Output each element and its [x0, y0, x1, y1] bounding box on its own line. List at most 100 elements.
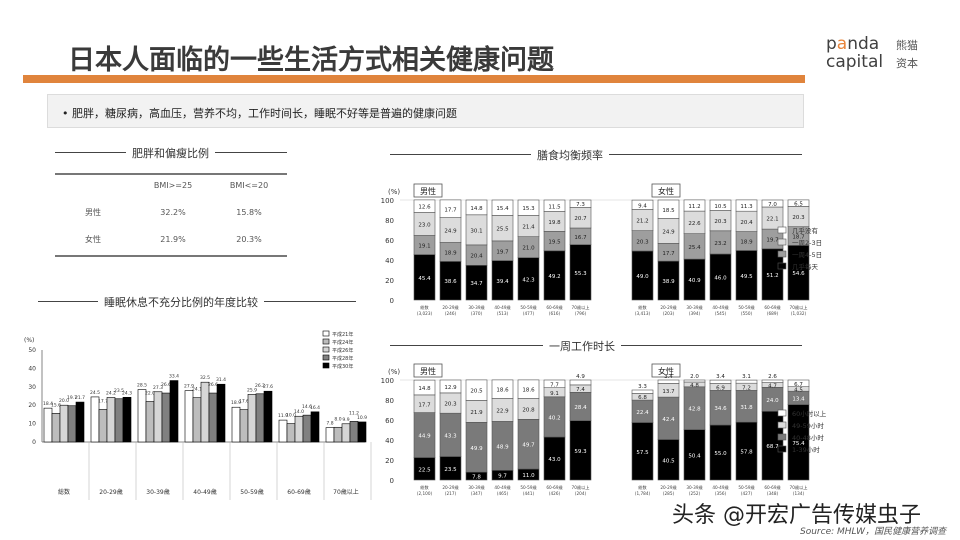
svg-text:(3,413): (3,413) [635, 311, 651, 316]
bar [51, 412, 61, 443]
svg-text:60-69歳: 60-69歳 [546, 304, 563, 310]
svg-text:18.5: 18.5 [662, 208, 675, 214]
bmi25-value: 21.9% [160, 235, 186, 244]
row-label: 女性 [85, 235, 101, 244]
svg-text:49.5: 49.5 [740, 274, 753, 280]
svg-text:20.3: 20.3 [636, 239, 649, 245]
bar [208, 392, 218, 443]
svg-text:59.3: 59.3 [574, 449, 587, 455]
svg-text:19.7: 19.7 [766, 237, 779, 243]
svg-text:42.4: 42.4 [662, 417, 675, 423]
bar-segment [439, 199, 462, 218]
svg-text:11.3: 11.3 [740, 204, 753, 210]
svg-text:4.5: 4.5 [794, 387, 803, 393]
svg-text:10.0: 10.0 [286, 413, 296, 419]
bar [231, 406, 241, 443]
svg-text:(477): (477) [523, 311, 535, 316]
svg-text:24.0: 24.0 [766, 398, 779, 404]
svg-text:17.6: 17.6 [239, 399, 249, 405]
sleep-bar-chart: (%) 0 10 20 30 40 50 18.415.620.019.721.7 総数 24.5… [24, 330, 372, 500]
svg-text:24.2: 24.2 [106, 390, 116, 396]
bar [184, 390, 194, 443]
svg-text:60小时以上: 60小时以上 [792, 409, 827, 418]
svg-text:19.8: 19.8 [548, 220, 561, 226]
svg-text:51.2: 51.2 [766, 273, 778, 279]
bar [349, 421, 359, 443]
svg-text:(1,784): (1,784) [635, 491, 651, 496]
svg-text:(348): (348) [767, 491, 779, 496]
svg-text:20-29歳: 20-29歳 [442, 304, 459, 310]
svg-text:24.9: 24.9 [444, 229, 457, 235]
svg-text:21.7: 21.7 [75, 395, 85, 401]
svg-text:(%): (%) [388, 188, 400, 196]
svg-text:21.0: 21.0 [522, 246, 535, 252]
company-logo: panda 熊猫 capital 资本 [826, 36, 918, 72]
svg-text:60-69歳: 60-69歳 [287, 488, 310, 496]
table-bottom-rule [55, 255, 287, 257]
svg-text:60: 60 [385, 237, 394, 245]
svg-text:20.8: 20.8 [522, 407, 535, 413]
svg-text:60-69歳: 60-69歳 [764, 304, 781, 310]
svg-text:57.5: 57.5 [636, 450, 649, 456]
table-row: 女性 21.9% 20.3% [55, 226, 287, 253]
svg-text:(1,032): (1,032) [791, 311, 807, 316]
svg-text:19.5: 19.5 [548, 240, 561, 246]
svg-text:13.4: 13.4 [792, 396, 805, 402]
svg-text:17.7: 17.7 [444, 207, 457, 213]
bar-segment [631, 389, 654, 394]
svg-text:21.2: 21.2 [636, 219, 648, 225]
bar [161, 392, 171, 443]
bar-segment [657, 199, 680, 219]
svg-text:30.1: 30.1 [470, 228, 482, 234]
svg-text:22.1: 22.1 [766, 217, 778, 223]
svg-text:17.7: 17.7 [662, 251, 675, 257]
bar-segment [709, 379, 732, 384]
bar-segment [491, 379, 514, 399]
svg-text:1-39小时: 1-39小时 [792, 445, 820, 454]
svg-text:50: 50 [28, 347, 36, 354]
svg-text:7.2: 7.2 [742, 385, 751, 391]
svg-text:20.3: 20.3 [444, 402, 457, 408]
svg-text:総数: 総数 [638, 484, 647, 491]
svg-text:18.7: 18.7 [792, 235, 805, 241]
svg-text:一周4-5日: 一周4-5日 [792, 251, 822, 259]
svg-text:60: 60 [385, 417, 394, 425]
svg-text:18.9: 18.9 [444, 250, 457, 256]
svg-text:30: 30 [28, 384, 36, 391]
svg-text:(441): (441) [523, 491, 535, 496]
bar [239, 409, 249, 443]
bmi20-value: 20.3% [236, 235, 262, 244]
sleep-section-title: 睡眠休息不充分比例的年度比较 [98, 294, 264, 310]
bar-segment [683, 379, 706, 383]
bar-segment [657, 379, 680, 384]
bar-segment [543, 199, 566, 212]
bar [153, 391, 163, 443]
bar [59, 404, 69, 443]
svg-text:几乎没有: 几乎没有 [792, 226, 819, 235]
svg-text:女性: 女性 [658, 366, 674, 376]
svg-text:26.6: 26.6 [161, 382, 171, 388]
svg-text:24.5: 24.5 [90, 390, 100, 396]
table-header-row: BMI>=25 BMI<=20 [55, 172, 287, 199]
svg-text:9.1: 9.1 [550, 391, 559, 397]
svg-text:22.4: 22.4 [636, 410, 649, 416]
bar [341, 423, 351, 443]
bar-segment [465, 199, 488, 216]
svg-text:10.5: 10.5 [714, 204, 727, 210]
svg-text:50-59歳: 50-59歳 [738, 304, 755, 310]
svg-text:31.4: 31.4 [216, 377, 226, 383]
row-label: 男性 [85, 208, 101, 217]
svg-text:40-49歳: 40-49歳 [712, 484, 729, 490]
bar [137, 389, 147, 443]
svg-text:19.7: 19.7 [67, 395, 77, 401]
obesity-section-title: 肥胖和偏瘦比例 [126, 145, 215, 161]
bar-segment [761, 379, 784, 383]
svg-text:総数: 総数 [420, 304, 429, 311]
svg-text:(134): (134) [793, 491, 805, 496]
bar [294, 415, 304, 443]
bar [333, 426, 343, 443]
svg-text:11.2: 11.2 [349, 410, 359, 416]
svg-text:17.7: 17.7 [98, 398, 108, 404]
svg-text:6.5: 6.5 [794, 202, 803, 208]
svg-text:45.4: 45.4 [418, 276, 431, 282]
